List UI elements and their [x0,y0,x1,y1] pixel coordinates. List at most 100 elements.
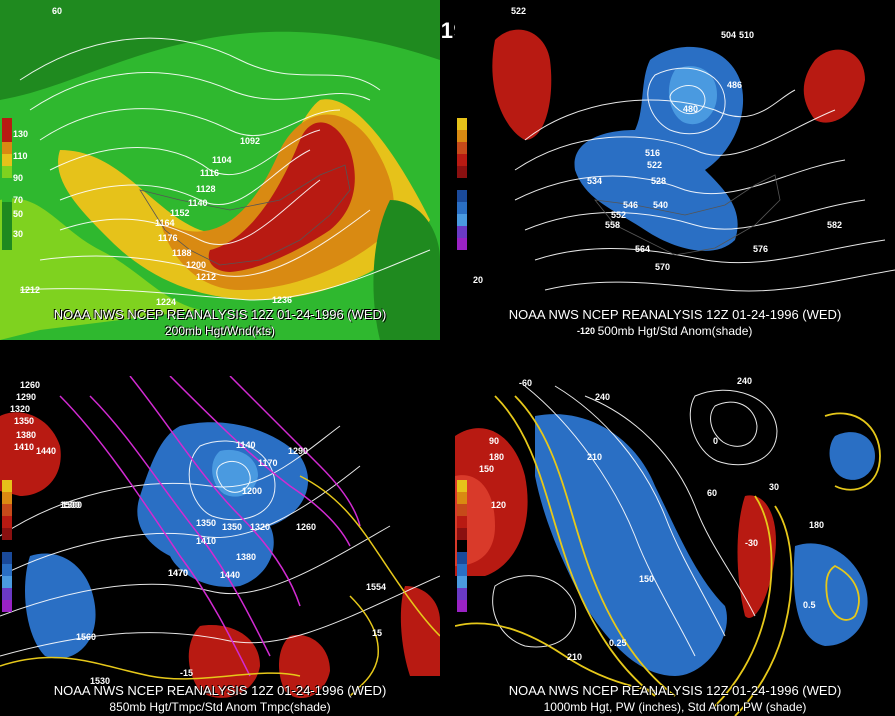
contour-label: 1500 [62,500,83,510]
contour-label: 1170 [258,458,278,468]
legend-200mb [2,118,12,250]
contour-label: 570 [655,262,671,272]
contour-label: 1320 [10,404,31,414]
legend-850mb [2,480,12,612]
contour-label: 1290 [16,392,37,402]
panel-500mb: 516 522 528 534 540 546 552 558 564 570 … [455,0,895,340]
contour-label: 1380 [16,430,37,440]
map-1000mb [455,376,895,716]
contour-label: 1116 [200,168,220,178]
legend-label: 70 [13,195,24,205]
contour-label: 1500 [60,500,81,510]
contour-label: 210 [587,452,603,462]
contour-label: 1140 [188,198,208,208]
contour-label: 60 [707,488,718,498]
contour-label: 20 [473,275,484,285]
contour-label: -120 [577,326,596,336]
contour-label: 30 [769,482,780,492]
contour-label: 1350 [222,522,243,532]
caption-line2: 500mb Hgt/Std Anom(shade) [597,324,753,338]
contour-label: 552 [611,210,627,220]
contour-label: 1290 [288,446,309,456]
contour-label: 576 [753,244,769,254]
contour-label: 1260 [20,380,41,390]
contour-label: 180 [809,520,825,530]
contour-label: 1212 [196,272,217,282]
contour-label: 540 [653,200,669,210]
legend-label: 50 [13,209,24,219]
contour-label: 1350 [196,518,217,528]
contour-label: 60 [52,6,63,16]
caption-line1: NOAA NWS NCEP REANALYSIS 12Z 01-24-1996 … [53,307,387,322]
contour-label: 480 [683,104,699,114]
caption-line1: NOAA NWS NCEP REANALYSIS 12Z 01-24-1996 … [53,683,387,698]
legend-1000mb [457,480,467,612]
contour-label: 546 [623,200,639,210]
contour-label: 510 [739,30,755,40]
contour-label: 1560 [76,632,97,642]
contour-label: 534 [587,176,603,186]
contour-label: 1320 [250,522,271,532]
contour-label: 516 [645,148,661,158]
legend-label: 110 [13,151,28,161]
contour-label: 1152 [170,208,190,218]
legend-label: 90 [13,173,24,183]
contour-label: 210 [567,652,583,662]
contour-label: 582 [827,220,843,230]
contour-label: 240 [595,392,611,402]
contour-label: 522 [647,160,663,170]
contour-label: 1200 [186,260,207,270]
contour-label: 1128 [196,184,216,194]
contour-label: 150 [479,464,495,474]
contour-label: 558 [605,220,621,230]
map-850mb [0,376,440,716]
panel-1000mb: 240 210 180 150 120 90 60 30 0 -30 -60 0… [455,376,895,716]
contour-label: 240 [737,376,753,386]
contour-label: 1176 [158,233,178,243]
contour-label: 1224 [156,297,177,307]
contour-label: 1188 [172,248,192,258]
contour-label: 1380 [236,552,257,562]
contour-label: 1212 [20,285,41,295]
legend-500mb [457,118,467,250]
caption-line2: 1000mb Hgt, PW (inches), Std Anom PW (sh… [543,700,807,714]
contour-label: 15 [372,628,383,638]
contour-label: 1440 [36,446,57,456]
contour-label: 150 [639,574,655,584]
contour-label: 528 [651,176,667,186]
contour-label: 1236 [272,295,293,305]
panel-200mb: 130 110 90 70 50 30 1092 1104 1116 1128 … [0,0,440,340]
contour-label: 1410 [14,442,35,452]
panel-850mb: 1260 1290 1320 1350 1380 1410 1440 1470 … [0,376,440,716]
contour-label: 1470 [168,568,189,578]
caption-line1: NOAA NWS NCEP REANALYSIS 12Z 01-24-1996 … [508,683,842,698]
contour-label: 522 [511,6,527,16]
contour-label: -30 [745,538,759,548]
contour-label: 90 [489,436,500,446]
contour-label: 0.5 [803,600,816,610]
contour-label: 564 [635,244,651,254]
contour-label: 1104 [212,155,232,165]
caption-line2: 200mb Hgt/Wnd(kts) [164,324,276,338]
legend-label: 30 [13,229,24,239]
contour-label: 1554 [366,582,387,592]
contour-label: 0.25 [609,638,627,648]
contour-label: 0 [713,436,719,446]
caption-line1: NOAA NWS NCEP REANALYSIS 12Z 01-24-1996 … [508,307,842,322]
contour-label: 1092 [240,136,261,146]
contour-label: 1440 [220,570,241,580]
contour-label: 1260 [296,522,317,532]
caption-line2: 850mb Hgt/Tmpc/Std Anom Tmpc(shade) [109,700,331,714]
contour-label: 1350 [14,416,35,426]
contour-label: 1140 [236,440,256,450]
contour-label: 486 [727,80,743,90]
contour-label: 1530 [90,676,111,686]
contour-label: 180 [489,452,505,462]
contour-label: 1470 [168,568,189,578]
contour-label: 1410 [196,536,217,546]
contour-label: -15 [180,668,194,678]
contour-label: 120 [491,500,507,510]
contour-label: 504 [721,30,737,40]
contour-label: -60 [519,378,533,388]
